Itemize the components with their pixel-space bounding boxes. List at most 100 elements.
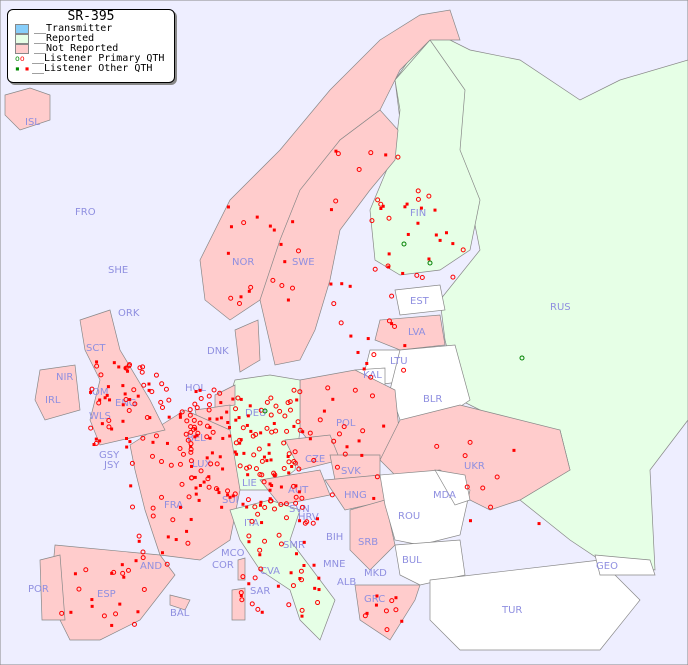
listener-other-qth	[208, 425, 212, 429]
listener-primary-qth	[120, 570, 126, 576]
listener-primary-qth	[368, 374, 374, 380]
listener-other-qth	[174, 538, 178, 542]
listener-primary-qth	[237, 463, 243, 469]
listener-primary-qth	[467, 439, 473, 445]
legend-transmitter: __Transmitter	[8, 24, 174, 34]
listener-other-qth	[375, 594, 379, 598]
listener-other-qth	[258, 503, 262, 507]
listener-other-qth	[231, 397, 235, 401]
country-label-lux: LUX	[192, 459, 211, 470]
listener-other-qth	[434, 233, 438, 237]
listener-other-qth	[185, 529, 189, 533]
legend-title: SR-395	[67, 9, 115, 24]
listener-other-qth	[117, 365, 121, 369]
listener-primary-qth	[335, 151, 341, 157]
listener-other-qth	[165, 441, 169, 445]
listener-other-qth	[315, 517, 319, 521]
listener-other-qth	[357, 439, 361, 443]
listener-primary-qth	[310, 520, 316, 526]
listener-primary-qth	[360, 428, 366, 434]
listener-other-qth	[112, 361, 116, 365]
listener-primary-qth	[331, 438, 337, 444]
listener-primary-qth	[268, 395, 274, 401]
country-dnk	[234, 319, 261, 373]
listener-other-qth	[406, 232, 410, 236]
listener-primary-qth	[268, 498, 274, 504]
listener-other-qth	[387, 252, 391, 256]
listener-primary-qth	[188, 449, 194, 455]
listener-other-qth	[394, 596, 398, 600]
listener-primary-qth	[188, 458, 194, 464]
listener-primary-qth	[159, 459, 165, 465]
listener-other-qth	[228, 434, 232, 438]
listener-other-qth	[118, 602, 122, 606]
listener-other-qth	[260, 521, 264, 525]
listener-other-qth	[226, 251, 230, 255]
listener-primary-qth	[298, 568, 304, 574]
country-mda	[434, 469, 471, 506]
country-label-sui: SUI	[222, 495, 239, 506]
listener-other-qth	[239, 594, 243, 598]
listener-other-qth	[331, 397, 335, 401]
transmitter-swatch	[15, 24, 29, 34]
listener-other-qth	[302, 563, 306, 567]
listener-primary-qth	[317, 417, 323, 423]
listener-primary-qth	[279, 283, 285, 289]
listener-primary-qth	[153, 372, 159, 378]
listener-primary-qth	[139, 369, 145, 375]
country-rus	[394, 29, 688, 571]
listener-other-qth	[247, 540, 251, 544]
country-label-swe: SWE	[292, 257, 315, 268]
listener-other-qth	[89, 390, 93, 394]
listener-other-qth	[189, 517, 193, 521]
listener-primary-qth	[217, 390, 223, 396]
country-label-est: EST	[410, 296, 430, 307]
listener-other-qth	[273, 474, 277, 478]
listener-other-qth	[297, 490, 301, 494]
listener-other-qth	[317, 588, 321, 592]
listener-primary-qth-reported	[262, 408, 268, 414]
listener-primary-qth	[150, 505, 156, 511]
listener-primary-qth	[372, 266, 378, 272]
listener-primary-qth	[140, 435, 146, 441]
listener-other-qth	[239, 295, 243, 299]
listener-other-qth	[272, 228, 276, 232]
country-label-mda: MDA	[433, 490, 456, 501]
listener-other-qth	[248, 404, 252, 408]
listener-other-qth	[121, 403, 125, 407]
listener-primary-qth	[189, 475, 195, 481]
listener-primary-qth	[283, 515, 289, 521]
listener-other-qth	[194, 390, 198, 394]
listener-other-qth	[126, 369, 130, 373]
listener-other-qth	[349, 334, 353, 338]
listener-other-qth	[365, 361, 369, 365]
listener-other-qth	[106, 385, 110, 389]
listener-primary-qth	[188, 429, 194, 435]
listener-other-qth	[198, 388, 202, 392]
listener-other-qth	[317, 576, 321, 580]
listener-primary-qth	[140, 549, 146, 555]
listener-other-qth	[294, 484, 298, 488]
listener-primary-qth	[214, 461, 220, 467]
country-label-nir: NIR	[56, 372, 73, 383]
listener-other-qth	[178, 505, 182, 509]
listener-primary-qth	[228, 295, 234, 301]
listener-other-qth	[379, 206, 383, 210]
listener-primary-qth	[136, 533, 142, 539]
listener-other-qth	[270, 484, 274, 488]
country-label-rus: RUS	[550, 302, 571, 313]
listener-other-qth	[167, 415, 171, 419]
country-label-lie: LIE	[242, 478, 257, 489]
listener-other-qth	[287, 471, 291, 475]
country-label-hng: HNG	[344, 490, 367, 501]
listener-other-qth	[360, 453, 364, 457]
listener-other-qth	[208, 417, 212, 421]
listener-primary-qth	[284, 428, 290, 434]
listener-other-qth	[151, 440, 155, 444]
listener-other-qth	[308, 437, 312, 441]
listener-other-qth	[225, 410, 229, 414]
country-label-pol: POL	[336, 418, 356, 429]
listener-primary-qth	[331, 301, 337, 307]
listener-primary-qth	[170, 517, 176, 523]
listener-primary-qth	[149, 453, 155, 459]
